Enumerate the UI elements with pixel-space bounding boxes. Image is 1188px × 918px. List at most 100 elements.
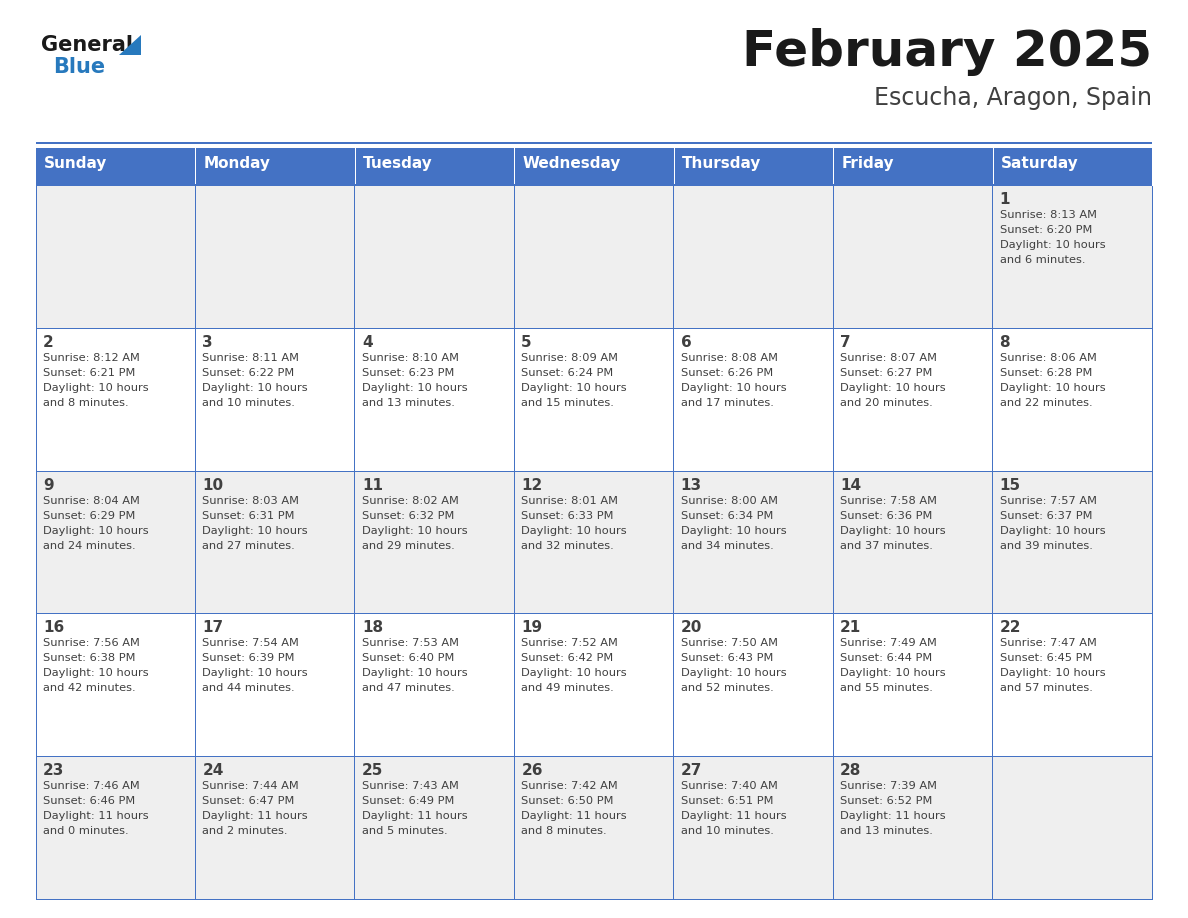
Text: Daylight: 10 hours: Daylight: 10 hours [202, 383, 308, 393]
Text: and 22 minutes.: and 22 minutes. [999, 397, 1092, 408]
Bar [196, 614, 355, 757]
Polygon shape [119, 35, 141, 55]
Text: and 13 minutes.: and 13 minutes. [362, 397, 455, 408]
Text: Daylight: 10 hours: Daylight: 10 hours [362, 668, 468, 678]
Text: Sunset: 6:20 PM: Sunset: 6:20 PM [999, 225, 1092, 235]
Text: 5: 5 [522, 335, 532, 350]
Text: Sunset: 6:47 PM: Sunset: 6:47 PM [202, 796, 295, 806]
Bar [36, 471, 1152, 472]
Bar [674, 329, 833, 472]
Text: Sunrise: 7:46 AM: Sunrise: 7:46 AM [43, 781, 140, 791]
Bar [514, 148, 674, 186]
Bar [514, 329, 674, 472]
Text: and 47 minutes.: and 47 minutes. [362, 683, 455, 693]
Text: Sunrise: 8:06 AM: Sunrise: 8:06 AM [999, 353, 1097, 363]
Text: and 32 minutes.: and 32 minutes. [522, 541, 614, 551]
Text: Sunrise: 7:50 AM: Sunrise: 7:50 AM [681, 638, 778, 648]
Text: 18: 18 [362, 621, 383, 635]
Text: Blue: Blue [53, 57, 105, 77]
Text: February 2025: February 2025 [741, 28, 1152, 76]
Text: and 49 minutes.: and 49 minutes. [522, 683, 614, 693]
Text: Daylight: 10 hours: Daylight: 10 hours [681, 668, 786, 678]
Bar [196, 186, 355, 329]
Text: 14: 14 [840, 477, 861, 493]
Text: 23: 23 [43, 763, 64, 778]
Text: Sunrise: 7:49 AM: Sunrise: 7:49 AM [840, 638, 937, 648]
Text: Sunset: 6:28 PM: Sunset: 6:28 PM [999, 368, 1092, 378]
Text: Sunset: 6:24 PM: Sunset: 6:24 PM [522, 368, 613, 378]
Text: 8: 8 [999, 335, 1010, 350]
Bar [36, 472, 196, 614]
Text: Daylight: 10 hours: Daylight: 10 hours [681, 383, 786, 393]
Text: 11: 11 [362, 477, 383, 493]
Text: Daylight: 10 hours: Daylight: 10 hours [43, 526, 148, 535]
Bar [36, 148, 196, 186]
Bar [36, 184, 1152, 186]
Text: Sunrise: 7:56 AM: Sunrise: 7:56 AM [43, 638, 140, 648]
Text: 19: 19 [522, 621, 543, 635]
Text: Sunrise: 8:08 AM: Sunrise: 8:08 AM [681, 353, 778, 363]
Text: Sunrise: 8:11 AM: Sunrise: 8:11 AM [202, 353, 299, 363]
Bar [674, 472, 833, 614]
Text: Saturday: Saturday [1000, 156, 1079, 171]
Text: Monday: Monday [203, 156, 271, 171]
Text: 20: 20 [681, 621, 702, 635]
Text: and 37 minutes.: and 37 minutes. [840, 541, 933, 551]
Text: and 29 minutes.: and 29 minutes. [362, 541, 455, 551]
Text: Sunrise: 8:00 AM: Sunrise: 8:00 AM [681, 496, 778, 506]
Text: Sunrise: 7:54 AM: Sunrise: 7:54 AM [202, 638, 299, 648]
Text: 25: 25 [362, 763, 384, 778]
Bar [36, 757, 196, 900]
Text: Sunrise: 7:58 AM: Sunrise: 7:58 AM [840, 496, 937, 506]
Text: Sunset: 6:46 PM: Sunset: 6:46 PM [43, 796, 135, 806]
Text: Thursday: Thursday [682, 156, 762, 171]
Text: and 5 minutes.: and 5 minutes. [362, 826, 448, 836]
Text: Sunset: 6:27 PM: Sunset: 6:27 PM [840, 368, 933, 378]
Bar [355, 186, 514, 329]
Text: Sunrise: 7:42 AM: Sunrise: 7:42 AM [522, 781, 618, 791]
Text: and 0 minutes.: and 0 minutes. [43, 826, 128, 836]
Text: 17: 17 [202, 621, 223, 635]
Text: Daylight: 10 hours: Daylight: 10 hours [999, 668, 1105, 678]
Bar [992, 614, 1152, 757]
Text: Tuesday: Tuesday [362, 156, 432, 171]
Text: and 34 minutes.: and 34 minutes. [681, 541, 773, 551]
Text: Sunrise: 7:53 AM: Sunrise: 7:53 AM [362, 638, 459, 648]
Text: Sunset: 6:49 PM: Sunset: 6:49 PM [362, 796, 454, 806]
Bar [355, 757, 514, 900]
Text: 3: 3 [202, 335, 213, 350]
Text: Sunrise: 8:02 AM: Sunrise: 8:02 AM [362, 496, 459, 506]
Bar [674, 148, 833, 186]
Bar [36, 899, 1152, 900]
Text: Sunrise: 7:40 AM: Sunrise: 7:40 AM [681, 781, 778, 791]
Text: Sunset: 6:40 PM: Sunset: 6:40 PM [362, 654, 454, 664]
Text: Sunset: 6:45 PM: Sunset: 6:45 PM [999, 654, 1092, 664]
Text: and 8 minutes.: and 8 minutes. [43, 397, 128, 408]
Text: 9: 9 [43, 477, 53, 493]
Text: Friday: Friday [841, 156, 893, 171]
Text: and 57 minutes.: and 57 minutes. [999, 683, 1093, 693]
Text: Sunday: Sunday [44, 156, 107, 171]
Text: Sunset: 6:42 PM: Sunset: 6:42 PM [522, 654, 613, 664]
Text: Sunset: 6:32 PM: Sunset: 6:32 PM [362, 510, 454, 521]
Text: Sunrise: 7:44 AM: Sunrise: 7:44 AM [202, 781, 299, 791]
Text: 2: 2 [43, 335, 53, 350]
Text: 22: 22 [999, 621, 1020, 635]
Text: Daylight: 11 hours: Daylight: 11 hours [681, 812, 786, 822]
Text: Sunset: 6:31 PM: Sunset: 6:31 PM [202, 510, 295, 521]
Text: Sunset: 6:44 PM: Sunset: 6:44 PM [840, 654, 933, 664]
Text: Daylight: 11 hours: Daylight: 11 hours [362, 812, 468, 822]
Text: Daylight: 10 hours: Daylight: 10 hours [43, 668, 148, 678]
Text: Sunrise: 8:01 AM: Sunrise: 8:01 AM [522, 496, 618, 506]
Bar [992, 186, 1152, 329]
Text: Daylight: 10 hours: Daylight: 10 hours [999, 383, 1105, 393]
Text: Sunrise: 8:13 AM: Sunrise: 8:13 AM [999, 210, 1097, 220]
Text: 27: 27 [681, 763, 702, 778]
Text: Daylight: 10 hours: Daylight: 10 hours [840, 526, 946, 535]
Bar [36, 756, 1152, 757]
Text: Sunrise: 8:12 AM: Sunrise: 8:12 AM [43, 353, 140, 363]
Bar [196, 329, 355, 472]
Bar [36, 142, 1152, 144]
Bar [514, 614, 674, 757]
Text: 10: 10 [202, 477, 223, 493]
